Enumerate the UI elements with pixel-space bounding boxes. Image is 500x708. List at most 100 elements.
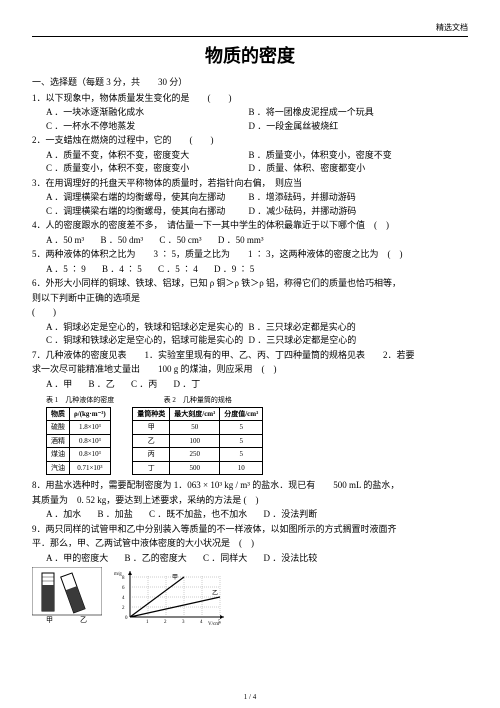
table-1-caption: 表 1 几种液体的密度 [46,395,114,406]
q3-opt-d: D ．减少砝码，并挪动游码 [249,205,452,219]
section-1-heading: 一、选择题（每题 3 分，共 30 分） [32,76,468,90]
q9-opt-a: A ．甲的密度大 [46,552,108,566]
q4-opt-d: D ．50 mm³ [218,234,264,248]
q7-opt-c: C ．丙 [131,378,157,392]
q1-opt-a: A ．一块冰逐渐融化成水 [46,106,249,120]
q1-opt-c: C ．一杯水不停地蒸发 [46,120,249,134]
question-5-options: A ．5 ∶ 9 B ．4 ∶ 5 C ．5 ∶ 4 D ．9 ∶ 5 [46,263,468,277]
question-4-stem: 4．人的密度跟水的密度差不多， 请估量一下一其中学生的体积最靠近于以下哪个值 (… [32,219,468,233]
q9-opt-b: B ．乙的密度大 [125,552,187,566]
q8-opt-b: B ．加盐 [98,508,133,522]
q6-opt-d: D ．三只球必定都是空心的 [249,334,452,348]
q6-opt-b: B ．三只球必定都是实心的 [249,321,452,335]
q9-opt-c: C ．同样大 [203,552,247,566]
question-6-stem: 6．外形大小同样的铜球、铁球、铝球，已知 ρ 铜＞ρ 铁＞ρ 铝，称得它们的质量… [32,277,468,291]
q6-stem-c: 则以下判断中正确的选项是 [32,292,468,306]
q2-opt-c: C ．质量变小，体积不变，密度变小 [46,162,249,176]
q8-opt-d: D ．没法判断 [264,508,318,522]
table-2-caption: 表 2 几种量筒的规格 [132,395,263,406]
q5-opt-a: A ．5 ∶ 9 [46,263,86,277]
q9-figures: 甲 乙 甲 乙 0 2 4 6 8 1 2 3 [32,567,468,627]
table-row: 甲505 [133,421,263,435]
q4-opt-b: B ．50 dm³ [100,234,143,248]
question-9-options: A ．甲的密度大 B ．乙的密度大 C ．同样大 D ．没法比较 [46,552,468,566]
table-row: 硫酸1.8×10³ [47,421,111,435]
table-2: 量筒种类最大刻度/cm³分度值/cm³ 甲505 乙1005 丙2505 丁50… [132,407,263,476]
question-7-stem-b: 求一次尽可能精准地丈量出 100 g 的煤油，则应采用 ( ) [32,363,468,377]
q7-opt-a: A ．甲 [46,378,72,392]
svg-text:2: 2 [122,606,125,611]
q1-opt-d: D ．一段金属丝被烧红 [249,120,452,134]
svg-text:2: 2 [164,620,167,625]
table-row: 煤油0.8×10³ [47,448,111,462]
tables-row: 表 1 几种液体的密度 物质ρ/(kg·m⁻³) 硫酸1.8×10³ 酒精0.8… [46,395,468,475]
q7-opt-d: D ．丁 [174,378,201,392]
q6-opt-c: C ．铜球和铁球必定是空心的，铝球可能是实心的 [46,334,249,348]
q6-blank: ( ) [32,306,468,320]
question-1-stem: 1．以下现象中，物体质量发生变化的是 ( ) [32,92,468,106]
question-2-stem: 2．一支蜡烛在燃烧的过程中，它的 ( ) [32,134,468,148]
svg-text:6: 6 [122,586,125,591]
q2-opt-a: A ．质量不变，体积不变，密度变大 [46,149,249,163]
q1-opt-b: B ．将一团橡皮泥捏成一个玩具 [249,106,452,120]
svg-text:0: 0 [125,616,128,621]
table-1-h1: ρ/(kg·m⁻³) [70,407,111,421]
q5-opt-d: D ．9 ∶ 5 [214,263,254,277]
q7-opt-b: B ．乙 [89,378,115,392]
q2-opt-d: D ．质量、体积、密度都变小 [249,162,452,176]
page-number: 1 / 4 [0,692,500,703]
question-2-options: A ．质量不变，体积不变，密度变大 B ．质量变小，体积变小，密度不变 C ．质… [46,149,468,176]
table-1-h0: 物质 [47,407,70,421]
mv-chart: 甲 乙 0 2 4 6 8 1 2 3 4 5 m/g V/cm³ [112,567,232,627]
table-row: 乙1005 [133,434,263,448]
header-label: 精选文档 [32,22,468,34]
q9-opt-d: D ．没法比较 [264,552,318,566]
q8-opt-a: A ．加水 [46,508,81,522]
table-1: 物质ρ/(kg·m⁻³) 硫酸1.8×10³ 酒精0.8×10³ 煤油0.8×1… [46,407,111,476]
q8-opt-c: C ．既不加盐，也不加水 [149,508,247,522]
table-row: 酒精0.8×10³ [47,434,111,448]
question-8-stem-a: 8．用盐水选种时，需要配制密度为 1．063 × 10³ kg / m³ 的盐水… [32,479,468,493]
svg-text:4: 4 [200,620,203,625]
q4-opt-a: A ．50 m³ [46,234,84,248]
question-5-stem: 5．两种液体的体积之比为 3 ∶ 5，质量之比为 1 ∶ 3，这两种液体的密度之… [32,248,468,262]
page-title: 物质的密度 [32,43,468,70]
table-row: 物质ρ/(kg·m⁻³) [47,407,111,421]
q3-opt-b: B ．增添砝码，并挪动游码 [249,191,452,205]
question-8-stem-b: 其质量为 0. 52 kg，要达到上述要求，采纳的方法是 ( ) [32,494,468,508]
chart-xlabel: V/cm³ [208,621,221,627]
q3-opt-a: A ．调理横梁右端的均衡螺母，使其向左挪动 [46,191,249,205]
question-9-stem-a: 9．两只同样的试管甲和乙中分别装入等质量的不一样液体，以如图所示的方式搁置时液面… [32,523,468,537]
chart-series-yi: 乙 [212,590,218,597]
question-7-stem-a: 7．几种液体的密度见表 1．实验室里现有的甲、乙、丙、丁四种量筒的规格见表 2．… [32,349,468,363]
q3-opt-c: C ．调理横梁右端的均衡螺母，使其向右挪动 [46,205,249,219]
svg-text:3: 3 [182,620,185,625]
chart-ylabel: m/g [114,572,122,577]
q6-stem-a: 6．外形大小同样的铜球、铁球、铝球，已知 ρ [32,278,214,288]
question-1-options: A ．一块冰逐渐融化成水 B ．将一团橡皮泥捏成一个玩具 C ．一杯水不停地蒸发… [46,106,468,133]
table-row: 量筒种类最大刻度/cm³分度值/cm³ [133,407,263,421]
q2-opt-b: B ．质量变小，体积变小，密度不变 [249,149,452,163]
q5-opt-c: C ．5 ∶ 4 [158,263,198,277]
table-1-wrap: 表 1 几种液体的密度 物质ρ/(kg·m⁻³) 硫酸1.8×10³ 酒精0.8… [46,395,114,475]
question-7-options: A ．甲 B ．乙 C ．丙 D ．丁 [46,378,468,392]
svg-text:8: 8 [122,576,125,581]
question-9-stem-b: 平．那么，甲、乙两试管中液体密度的大小状况是 ( ) [32,537,468,551]
beaker-right-label: 乙 [80,616,87,623]
table-row: 汽油0.71×10³ [47,461,111,475]
question-6-options: A ．铜球必定是空心的，铁球和铝球必定是实心的 B ．三只球必定都是实心的 C … [46,321,468,348]
table-2-wrap: 表 2 几种量筒的规格 量筒种类最大刻度/cm³分度值/cm³ 甲505 乙10… [132,395,263,475]
q5-opt-b: B ．4 ∶ 5 [102,263,142,277]
svg-text:4: 4 [122,596,125,601]
table-row: 丁50010 [133,461,263,475]
beaker-left-label: 甲 [46,616,53,623]
beaker-diagram: 甲 乙 [32,567,102,623]
chart-series-jia: 甲 [172,574,178,581]
table-row: 丙2505 [133,448,263,462]
q6-opt-a: A ．铜球必定是空心的，铁球和铝球必定是实心的 [46,321,249,335]
header-rule [32,36,468,37]
question-8-options: A ．加水 B ．加盐 C ．既不加盐，也不加水 D ．没法判断 [46,508,468,522]
question-3-stem: 3．在用调理好的托盘天平称物体的质量时，若指针向右偏， 则应当 [32,177,468,191]
svg-text:1: 1 [146,620,149,625]
question-3-options: A ．调理横梁右端的均衡螺母，使其向左挪动 B ．增添砝码，并挪动游码 C ．调… [46,191,468,218]
